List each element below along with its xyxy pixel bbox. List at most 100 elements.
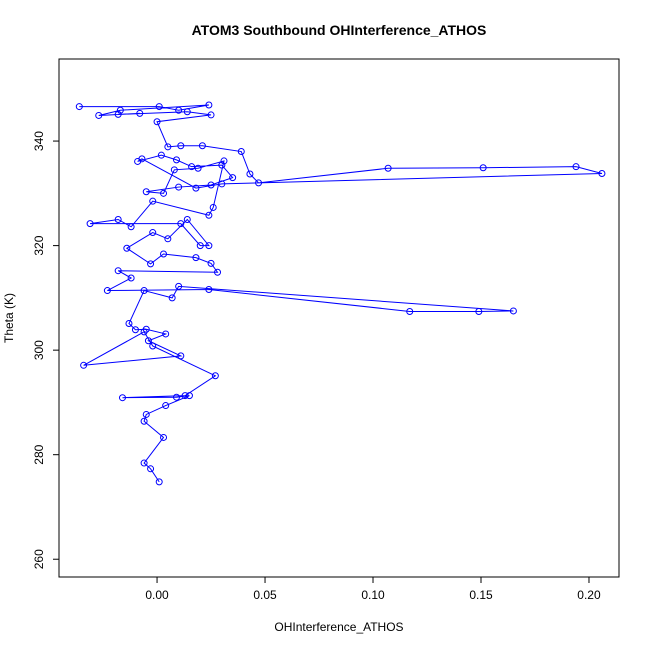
data-point <box>209 203 217 211</box>
data-point <box>149 229 157 237</box>
data-point <box>205 101 213 109</box>
data-point <box>175 282 183 290</box>
data-point <box>144 337 152 345</box>
data-point <box>147 260 155 268</box>
data-point <box>160 189 168 197</box>
data-point <box>127 274 135 282</box>
data-point <box>149 342 157 350</box>
data-point <box>142 410 150 418</box>
data-point <box>157 151 165 159</box>
data-point <box>406 307 414 315</box>
data-point <box>509 307 517 315</box>
data-point <box>80 361 88 369</box>
y-axis-label: Theta (K) <box>2 293 16 343</box>
data-point <box>255 179 263 187</box>
data-point <box>177 142 185 150</box>
data-point <box>237 148 245 156</box>
data-point <box>183 108 191 116</box>
data-point <box>229 174 237 182</box>
data-point <box>136 109 144 117</box>
data-point <box>140 459 148 467</box>
data-point <box>198 142 206 150</box>
y-tick-label: 340 <box>32 131 46 151</box>
data-point <box>192 184 200 192</box>
data-point <box>160 250 168 258</box>
data-point <box>75 103 83 111</box>
data-point <box>175 183 183 191</box>
data-point <box>125 319 133 327</box>
data-point <box>192 254 200 262</box>
data-point <box>175 106 183 114</box>
data-point <box>384 164 392 172</box>
data-point <box>196 242 204 250</box>
data-point <box>155 478 163 486</box>
data-point <box>218 180 226 188</box>
plot-frame <box>58 58 620 578</box>
data-point <box>142 188 150 196</box>
data-point <box>140 328 148 336</box>
y-tick-label: 320 <box>32 235 46 255</box>
data-point <box>181 392 189 400</box>
chart-title: ATOM3 Southbound OHInterference_ATHOS <box>192 22 487 38</box>
data-point <box>140 417 148 425</box>
data-point <box>131 326 139 334</box>
data-point <box>211 372 219 380</box>
data-point <box>183 215 191 223</box>
data-point <box>160 433 168 441</box>
data-point <box>188 163 196 171</box>
data-line <box>79 104 603 483</box>
data-point <box>205 242 213 250</box>
y-tick-label: 300 <box>32 340 46 360</box>
data-point <box>114 215 122 223</box>
data-point <box>185 392 193 400</box>
data-point <box>220 157 228 165</box>
data-point <box>114 110 122 118</box>
data-point <box>479 164 487 172</box>
data-point <box>598 169 606 177</box>
data-point <box>177 220 185 228</box>
data-point <box>207 181 215 189</box>
data-point <box>116 106 124 114</box>
x-axis-label: OHInterference_ATHOS <box>274 620 403 634</box>
data-point <box>475 307 483 315</box>
data-point <box>86 220 94 228</box>
data-point <box>205 286 213 294</box>
x-tick-label: 0.10 <box>361 588 385 602</box>
y-tick-label: 260 <box>32 549 46 569</box>
data-point <box>172 393 180 401</box>
data-point <box>127 223 135 231</box>
data-point <box>246 170 254 178</box>
data-point <box>95 111 103 119</box>
data-point <box>170 166 178 174</box>
data-point <box>118 394 126 402</box>
data-point <box>123 244 131 252</box>
data-point <box>114 267 122 275</box>
x-tick-label: 0.05 <box>253 588 277 602</box>
x-tick-label: 0.20 <box>577 588 601 602</box>
data-point <box>149 197 157 205</box>
data-point <box>164 235 172 243</box>
data-point <box>162 330 170 338</box>
y-tick-label: 280 <box>32 444 46 464</box>
data-point <box>147 465 155 473</box>
x-tick-label: 0.15 <box>469 588 493 602</box>
x-tick-label: 0.00 <box>145 588 169 602</box>
data-point <box>205 211 213 219</box>
data-point <box>194 164 202 172</box>
data-point <box>214 268 222 276</box>
data-point <box>572 163 580 171</box>
data-point <box>164 143 172 151</box>
data-point <box>155 103 163 111</box>
data-point <box>177 352 185 360</box>
data-point <box>207 111 215 119</box>
data-point <box>168 294 176 302</box>
data-point <box>207 259 215 267</box>
data-point <box>162 402 170 410</box>
data-point <box>153 118 161 126</box>
data-point <box>172 156 180 164</box>
data-point <box>103 287 111 295</box>
data-point <box>134 157 142 165</box>
data-point <box>218 161 226 169</box>
